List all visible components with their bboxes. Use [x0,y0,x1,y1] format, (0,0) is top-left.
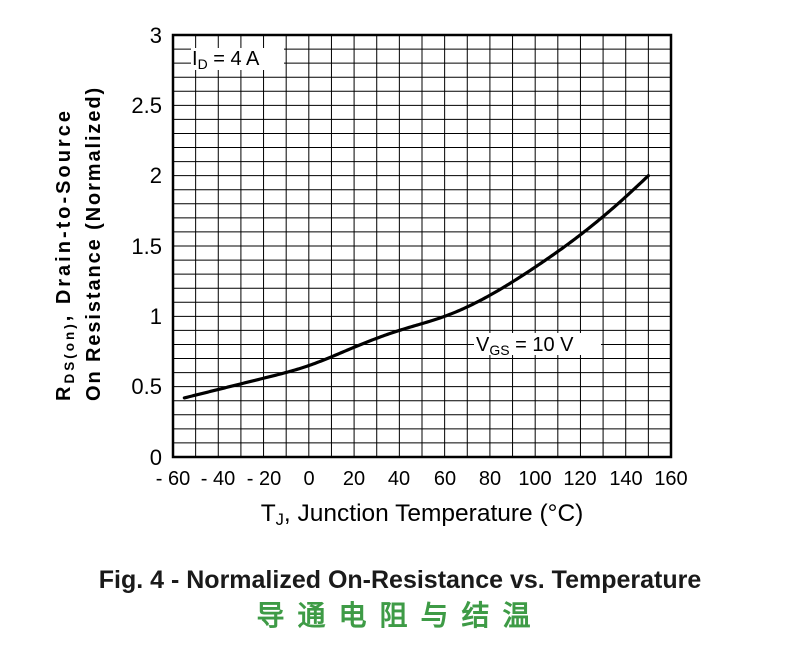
svg-text:RDS(on), Drain-to-Source: RDS(on), Drain-to-Source [53,108,77,401]
svg-text:TJ, Junction Temperature (°C): TJ, Junction Temperature (°C) [261,500,584,529]
svg-text:40: 40 [388,468,410,490]
svg-text:0.5: 0.5 [131,374,162,399]
svg-text:- 20: - 20 [247,468,281,490]
svg-text:- 40: - 40 [201,468,235,490]
svg-text:120: 120 [563,468,596,490]
svg-text:Fig. 4 - Normalized On-Resista: Fig. 4 - Normalized On-Resistance vs. Te… [99,566,702,594]
svg-text:100: 100 [518,468,551,490]
svg-text:140: 140 [609,468,642,490]
svg-text:60: 60 [434,468,456,490]
svg-text:- 60: - 60 [156,468,190,490]
svg-text:3: 3 [150,23,162,48]
svg-text:导通电阻与结温: 导通电阻与结温 [256,600,543,631]
svg-text:160: 160 [654,468,687,490]
svg-text:On Resistance (Normalized): On Resistance (Normalized) [83,86,105,401]
svg-text:2.5: 2.5 [131,93,162,118]
svg-text:2: 2 [150,163,162,188]
svg-text:20: 20 [343,468,365,490]
svg-text:1.5: 1.5 [131,234,162,259]
svg-text:0: 0 [303,468,314,490]
svg-text:1: 1 [150,304,162,329]
svg-text:0: 0 [150,445,162,470]
svg-text:80: 80 [479,468,501,490]
